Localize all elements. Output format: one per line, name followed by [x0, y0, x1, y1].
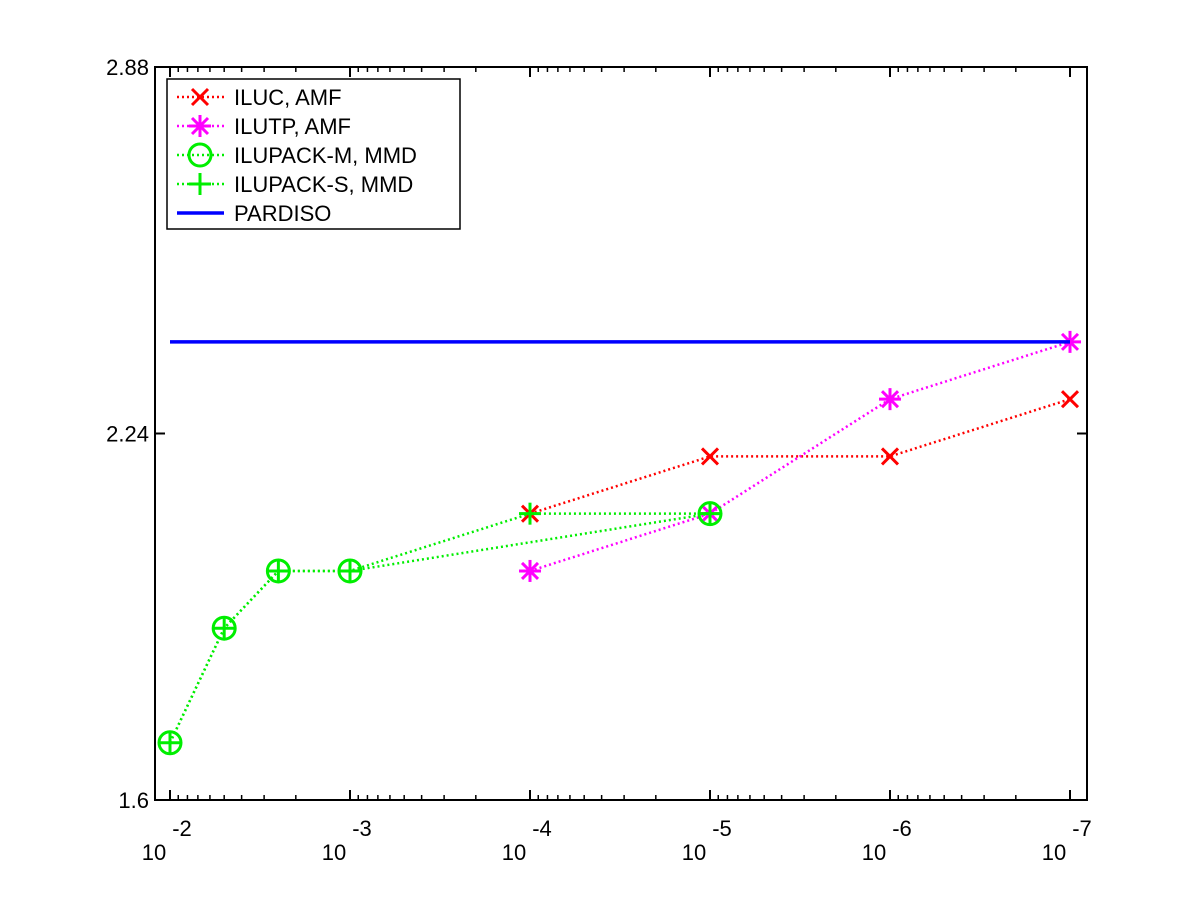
data-point-ilupack-s-mmd [699, 502, 721, 525]
data-point-ilupack-s-mmd [213, 617, 236, 640]
legend-item-iluc-amf: ILUC, AMF [177, 85, 342, 110]
legend-label: ILUTP, AMF [234, 114, 351, 139]
x-tick-exponent: -7 [1072, 816, 1092, 841]
series-ilupack-s-mmd [159, 502, 721, 754]
x-tick-label: 10 [322, 840, 346, 865]
x-tick-label: 10 [682, 840, 706, 865]
data-point-ilupack-s-mmd [339, 559, 361, 582]
x-tick-exponent: -6 [892, 816, 912, 841]
x-tick-exponent: -4 [532, 816, 552, 841]
series-layer [157, 330, 1081, 756]
legend-marker [190, 87, 210, 107]
legend-marker [189, 115, 211, 137]
legend-item-ilupack-s-mmd: ILUPACK-S, MMD [177, 172, 413, 197]
legend-item-ilupack-m-mmd: ILUPACK-M, MMD [177, 142, 417, 168]
x-tick-label: 10 [142, 840, 166, 865]
legend-item-pardiso: PARDISO [177, 201, 331, 226]
legend-marker [187, 142, 213, 168]
legend-marker [189, 173, 211, 195]
legend-label: PARDISO [234, 201, 331, 226]
data-point-ilupack-s-mmd [267, 559, 290, 582]
data-point-ilutp-amf [519, 559, 541, 582]
y-tick-label: 1.6 [118, 788, 149, 813]
legend-box [166, 78, 461, 230]
data-point-iluc-amf [700, 447, 720, 466]
legend-label: ILUPACK-M, MMD [234, 143, 417, 168]
legend-label: ILUPACK-S, MMD [234, 172, 413, 197]
axis-ticks: 10-210-310-410-510-610-71.62.242.88 [106, 55, 1092, 865]
data-point-iluc-amf [1060, 390, 1080, 409]
x-tick-exponent: -3 [352, 816, 372, 841]
series-line-ilupack-s-mmd [168, 512, 710, 744]
legend-item-ilutp-amf: ILUTP, AMF [177, 114, 351, 139]
y-tick-label: 2.24 [106, 422, 149, 447]
data-point-ilutp-amf [879, 388, 901, 411]
legend: ILUC, AMF ILUTP, AMF ILUPACK-M, MMD ILUPACK… [166, 78, 461, 230]
x-tick-exponent: -5 [712, 816, 732, 841]
series-line-ilutp-amf [529, 340, 1071, 573]
y-tick-label: 2.88 [106, 55, 149, 80]
data-point-ilupack-s-mmd [159, 731, 181, 754]
x-tick-label: 10 [1042, 840, 1066, 865]
x-tick-label: 10 [862, 840, 886, 865]
data-point-ilupack-s-mmd [519, 502, 541, 525]
x-tick-exponent: -2 [172, 816, 192, 841]
legend-label: ILUC, AMF [234, 85, 342, 110]
data-point-iluc-amf [880, 447, 900, 466]
x-tick-label: 10 [502, 840, 526, 865]
